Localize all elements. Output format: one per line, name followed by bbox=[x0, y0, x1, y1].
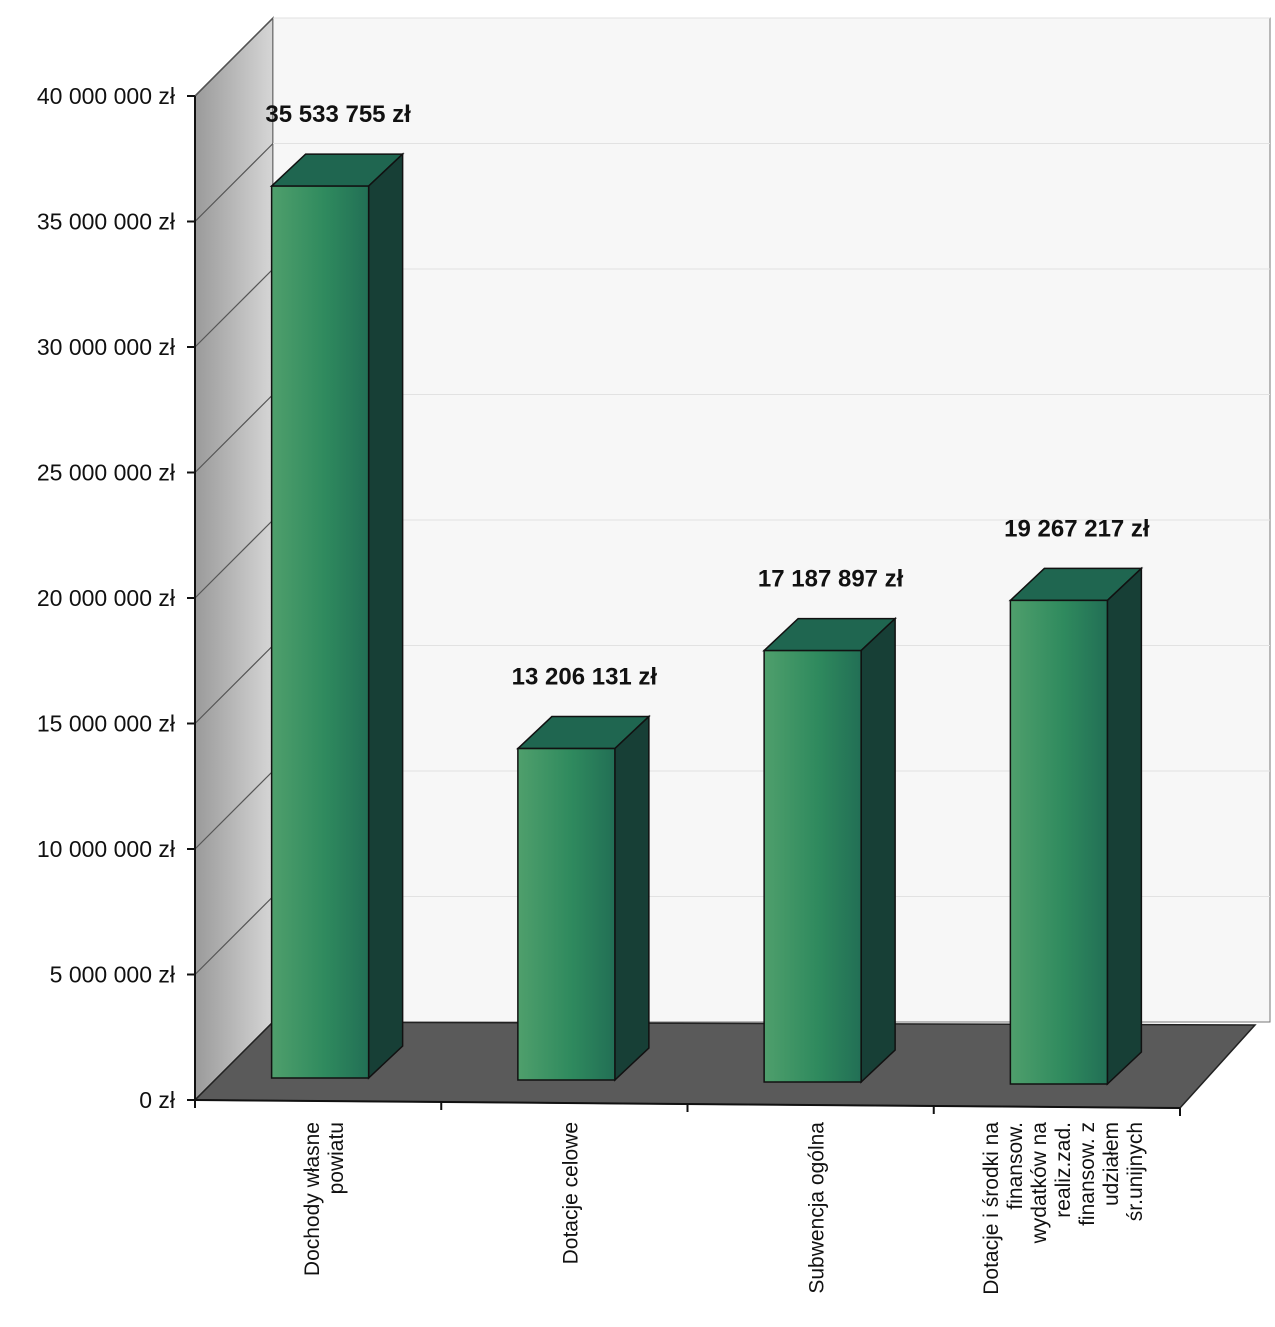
gridline-side bbox=[194, 519, 274, 599]
y-tick-label: 15 000 000 zł bbox=[37, 711, 175, 737]
y-tick-labels: 0 zł 5 000 000 zł 10 000 000 zł 15 000 000 … bbox=[37, 83, 175, 1113]
category-label-line: Subwencja ogólna bbox=[806, 1122, 829, 1294]
y-tick-label: 10 000 000 zł bbox=[37, 836, 175, 862]
bar-front bbox=[1009, 599, 1109, 1085]
gridline-side bbox=[194, 143, 274, 222]
category-label: Dochody własne powiatu bbox=[301, 1122, 348, 1276]
category-label: Dotacje i środki na finansow. wydatków na r… bbox=[980, 1122, 1147, 1295]
category-label-line: Dotacje i środki na bbox=[980, 1122, 1003, 1295]
gridline-side bbox=[194, 770, 274, 850]
bar bbox=[515, 714, 651, 1082]
bar-front bbox=[270, 185, 370, 1079]
value-label: 13 206 131 zł bbox=[512, 664, 658, 691]
bar-side bbox=[860, 616, 896, 1084]
bar bbox=[1008, 566, 1144, 1086]
y-tick-label: 30 000 000 zł bbox=[37, 334, 175, 360]
y-tick-label: 25 000 000 zł bbox=[37, 460, 175, 486]
y-tick-label: 40 000 000 zł bbox=[37, 83, 175, 109]
y-tick-label: 35 000 000 zł bbox=[37, 209, 175, 235]
category-label-line: Dochody własne bbox=[301, 1122, 324, 1276]
category-label: Subwencja ogólna bbox=[806, 1122, 829, 1294]
category-label-line: udziałem bbox=[1100, 1122, 1123, 1206]
category-label-line: powiatu bbox=[325, 1122, 348, 1194]
category-label-line: realiz.zad. bbox=[1052, 1122, 1075, 1218]
category-labels: Dochody własne powiatu Dotacje celowe Subwe… bbox=[301, 1122, 1147, 1295]
category-label-line: Dotacje celowe bbox=[559, 1122, 582, 1264]
gridline-side bbox=[194, 394, 274, 473]
value-labels: 35 533 755 zł 13 206 131 zł 17 187 897 zł 1… bbox=[265, 101, 1150, 690]
bar bbox=[269, 152, 405, 1080]
bar bbox=[762, 616, 898, 1084]
bar-side bbox=[367, 152, 404, 1080]
y-tick-label: 20 000 000 zł bbox=[37, 585, 175, 611]
gridline-side bbox=[194, 17, 274, 97]
category-label: Dotacje celowe bbox=[559, 1122, 582, 1264]
value-label: 19 267 217 zł bbox=[1004, 515, 1150, 542]
gridline-side bbox=[194, 645, 274, 724]
axes bbox=[187, 95, 1181, 1116]
gridline-side bbox=[194, 268, 274, 348]
bars bbox=[269, 152, 1144, 1086]
bar-front bbox=[763, 649, 862, 1083]
category-label-line: finansow. z bbox=[1076, 1122, 1099, 1226]
value-label: 35 533 755 zł bbox=[265, 101, 411, 128]
category-label-line: śr.unijnych bbox=[1124, 1122, 1147, 1221]
y-tick-label: 5 000 000 zł bbox=[50, 962, 175, 988]
category-label-line: wydatków na bbox=[1028, 1122, 1051, 1245]
y-tick-label: 0 zł bbox=[139, 1087, 175, 1113]
bar-front bbox=[517, 747, 616, 1081]
category-label-line: finansow. bbox=[1004, 1122, 1027, 1210]
bar-side bbox=[614, 714, 650, 1082]
bar-side bbox=[1106, 566, 1143, 1086]
value-label: 17 187 897 zł bbox=[758, 566, 904, 593]
gridline-side bbox=[194, 896, 274, 975]
